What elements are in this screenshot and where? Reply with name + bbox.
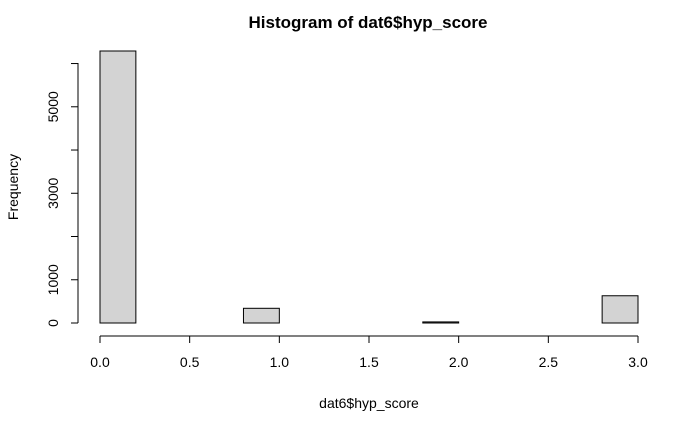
histogram-bar-9 [422,321,460,324]
histogram-bar-14 [601,295,639,324]
x-axis: 0.0 0.5 1.0 1.5 2.0 2.5 3.0 [90,335,648,370]
y-tick-label-0: 0 [45,319,61,327]
y-tick-label-5: 5000 [45,91,61,122]
y-axis-label: Frequency [5,154,21,220]
x-axis-label: dat6$hyp_score [319,395,419,411]
x-tick-label-2: 1.0 [270,354,290,370]
x-tick-label-5: 2.5 [539,354,559,370]
chart-title: Histogram of dat6$hyp_score [248,13,487,32]
y-tick-label-3: 3000 [45,177,61,208]
y-tick-label-1: 1000 [45,264,61,295]
x-tick-label-6: 3.0 [628,354,648,370]
histogram-bar-4 [242,307,280,324]
histogram-bar-0 [99,50,137,324]
x-tick-label-3: 1.5 [359,354,379,370]
x-tick-label-1: 0.5 [180,354,200,370]
bars-group [99,50,639,324]
y-axis: 0 1000 3000 5000 [45,63,79,327]
x-tick-label-4: 2.0 [449,354,469,370]
x-tick-label-0: 0.0 [90,354,110,370]
